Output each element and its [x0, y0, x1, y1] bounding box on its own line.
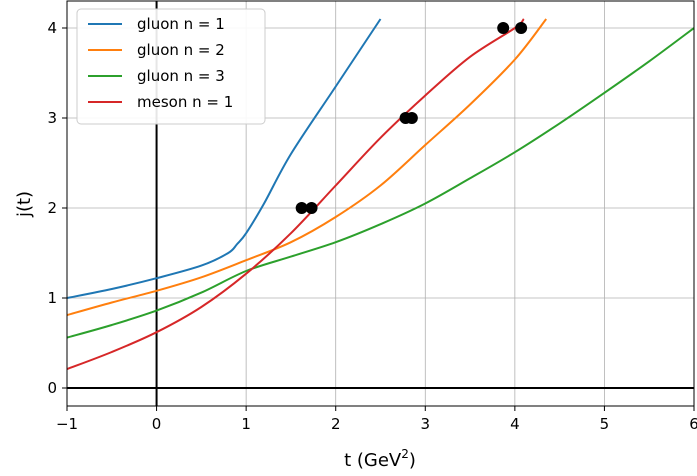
- legend-label: meson n = 1: [137, 93, 233, 111]
- y-tick-label: 2: [47, 199, 57, 217]
- legend-label: gluon n = 2: [137, 41, 225, 59]
- legend: gluon n = 1 gluon n = 2 gluon n = 3 meson n…: [76, 8, 266, 125]
- data-point: [405, 112, 418, 124]
- data-point: [295, 202, 308, 214]
- y-tick-label: 1: [47, 289, 57, 307]
- data-point: [497, 22, 510, 34]
- ticks: −1 0 1 2 3 4 5 6 0 1 2 3 4: [47, 19, 697, 433]
- plot-area: [67, 18, 694, 371]
- x-tick-label: 0: [152, 415, 162, 433]
- y-tick-label: 3: [47, 109, 57, 127]
- legend-label: gluon n = 1: [137, 15, 225, 33]
- x-tick-label: 5: [600, 415, 610, 433]
- x-tick-label: −1: [56, 415, 78, 433]
- data-point: [515, 22, 528, 34]
- series-line-2: [67, 18, 548, 317]
- x-tick-label: 4: [510, 415, 520, 433]
- series-line-1: [67, 18, 382, 299]
- series-line-3: [67, 27, 694, 339]
- y-tick-label: 4: [47, 19, 57, 37]
- x-tick-label: 6: [689, 415, 697, 433]
- x-tick-label: 1: [241, 415, 251, 433]
- y-tick-label: 0: [47, 379, 57, 397]
- x-tick-label: 3: [421, 415, 431, 433]
- x-axis-label: t (GeV2): [344, 447, 416, 471]
- data-point: [305, 202, 318, 214]
- x-tick-label: 2: [331, 415, 341, 433]
- legend-label: gluon n = 3: [137, 67, 225, 85]
- y-axis-label: j(t): [14, 191, 35, 218]
- plot-frame: [66, 0, 695, 407]
- legend-box: [76, 8, 266, 125]
